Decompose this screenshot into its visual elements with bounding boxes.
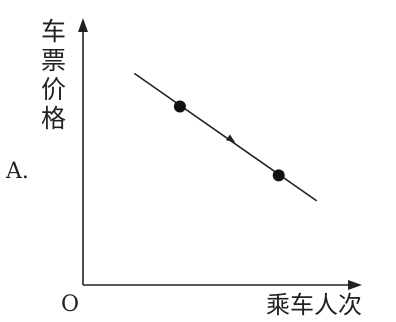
- direction-arrow: [225, 134, 236, 143]
- y-axis-arrowhead: [78, 18, 88, 32]
- option-label: A.: [5, 159, 29, 184]
- data-point-2: [272, 169, 285, 182]
- y-axis-label-char-3: 价: [41, 75, 66, 104]
- y-axis-label-char-2: 票: [41, 46, 66, 75]
- x-axis-label: 乘车人次: [266, 291, 362, 319]
- chart-marks: [133, 72, 318, 202]
- y-axis-label-char-4: 格: [41, 104, 66, 133]
- demand-line: [133, 72, 318, 202]
- data-point-1: [173, 100, 186, 113]
- origin-label: O: [61, 292, 79, 317]
- x-axis-arrowhead: [348, 280, 362, 290]
- y-axis-label-char-1: 车: [41, 17, 66, 46]
